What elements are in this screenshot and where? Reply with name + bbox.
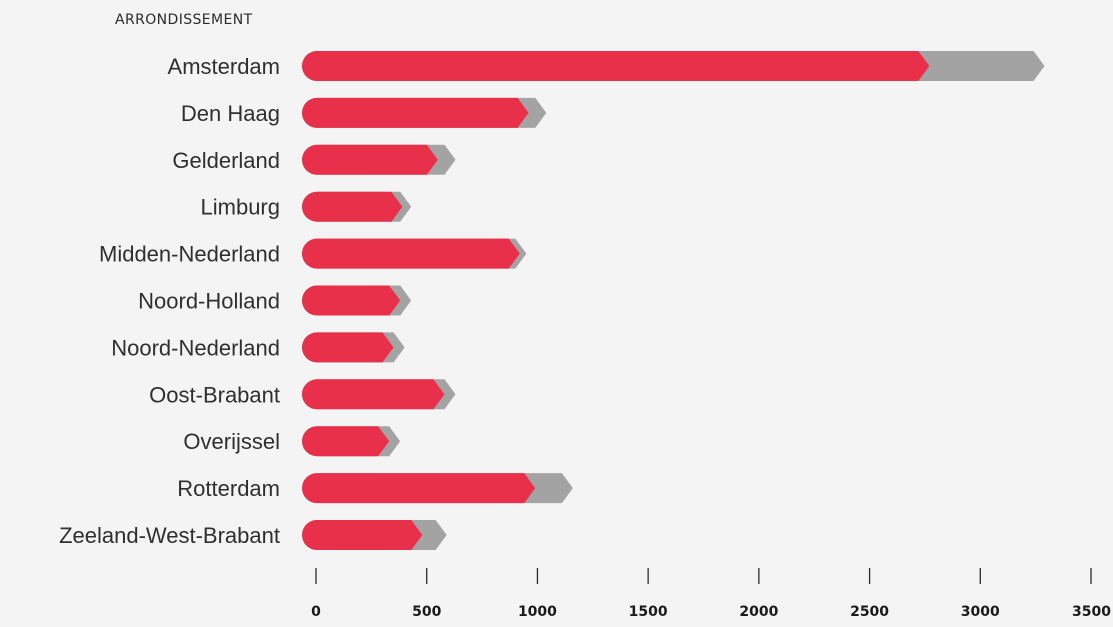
category-label: Rotterdam [177,476,280,501]
x-tick-label: 3500 [1072,604,1111,620]
bar-segment-1-overijssel [302,426,390,457]
category-label: Gelderland [172,148,280,173]
bar-segment-1-oost-brabant [302,379,445,410]
category-label: Midden-Nederland [99,242,280,267]
bar-segment-1-noord-nederland [302,332,394,363]
bar-segment-1-noord-holland [302,285,401,316]
category-axis-title: ARRONDISSEMENT [115,12,253,28]
category-label: Den Haag [181,101,280,126]
category-label: Amsterdam [168,54,280,79]
bar-segment-1-rotterdam [302,473,536,504]
bar-segment-1-den-haag [302,97,529,128]
x-tick-label: 0 [311,604,321,620]
bar-segment-1-midden-nederland [302,238,520,269]
x-tick-label: 2000 [739,604,778,620]
bar-segment-1-zeeland-west-brabant [302,520,423,550]
category-label: Zeeland-West-Brabant [59,523,280,548]
category-label: Noord-Holland [138,289,280,314]
x-tick-label: 2500 [850,604,889,620]
bar-segment-1-amsterdam [302,51,930,81]
header-layer: ARRONDISSEMENT [115,12,253,28]
category-label: Noord-Nederland [111,335,280,360]
bars-layer [302,51,1045,550]
category-label: Limburg [201,195,280,220]
x-tick-label: 500 [412,604,441,620]
x-tick-label: 1500 [629,604,668,620]
category-labels: Amsterdam Den Haag Gelderland Limburg Midden… [59,54,280,548]
bar-segment-1-limburg [302,191,403,222]
x-tick-label: 1000 [518,604,557,620]
bar-segment-1-gelderland [302,144,438,175]
x-axis: 0 500 1000 1500 2000 2500 3000 3500 [311,568,1111,620]
category-label: Oost-Brabant [149,382,280,407]
category-label: Overijssel [183,429,280,454]
x-tick-label: 3000 [961,604,1000,620]
